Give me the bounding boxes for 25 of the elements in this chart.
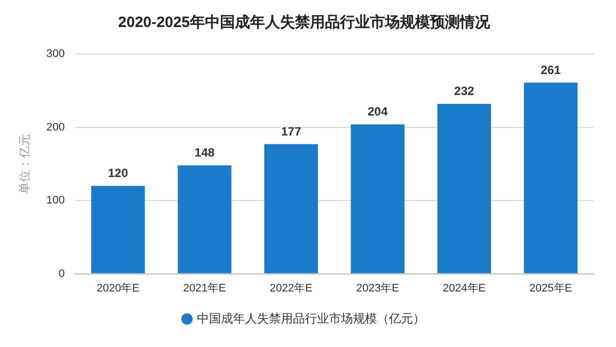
x-tick-label: 2020年E: [96, 282, 140, 294]
x-tick-label: 2022年E: [270, 282, 313, 294]
data-label: 204: [368, 104, 388, 119]
x-tick-label: 2023年E: [356, 282, 400, 294]
x-tick-label: 2025年E: [529, 282, 572, 294]
bar: [264, 144, 318, 274]
data-label: 120: [108, 166, 128, 180]
x-tick-label: 2021年E: [183, 282, 226, 294]
bar: [178, 165, 232, 274]
chart-title: 2020-2025年中国成年人失禁用品行业市场规模预测情况: [118, 13, 491, 32]
y-tick-label: 200: [46, 121, 65, 134]
bar: [350, 124, 404, 274]
x-tick-label: 2024年E: [442, 282, 486, 294]
legend-label: 中国成年人失禁用品行业市场规模（亿元）: [197, 311, 425, 326]
y-axis-title: 单位：亿元: [18, 134, 32, 194]
data-label: 177: [281, 124, 302, 138]
data-label: 148: [194, 146, 215, 160]
data-label: 232: [454, 84, 475, 98]
y-tick-label: 0: [58, 268, 65, 280]
y-tick-label: 100: [46, 194, 65, 207]
bar: [437, 104, 492, 274]
data-label: 261: [540, 62, 562, 77]
bar: [524, 82, 578, 274]
y-tick-label: 300: [46, 48, 65, 60]
bar: [91, 186, 145, 274]
